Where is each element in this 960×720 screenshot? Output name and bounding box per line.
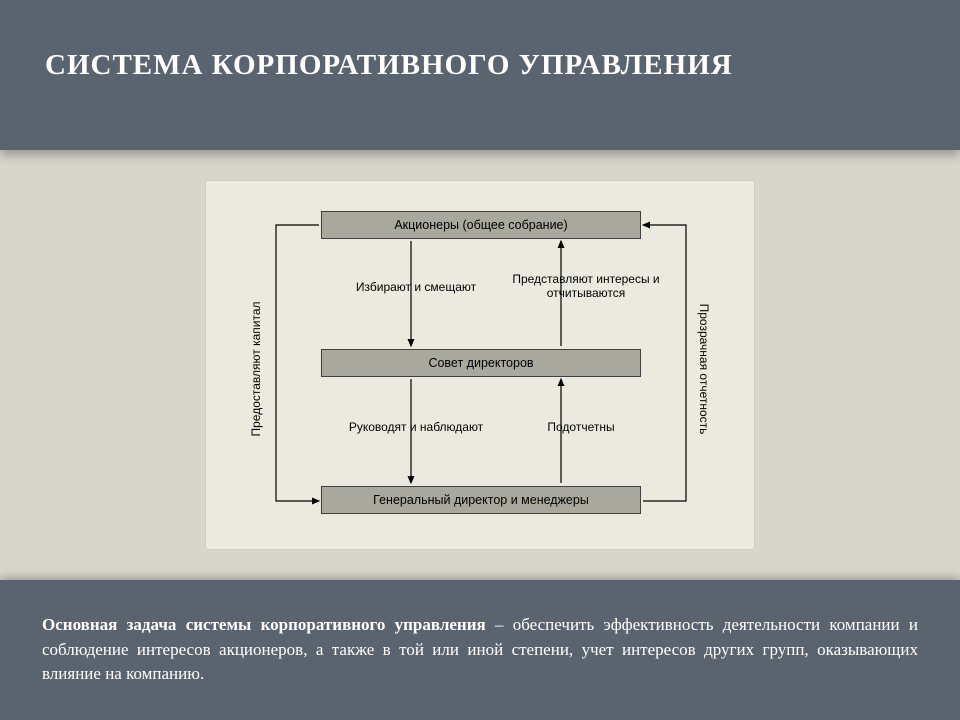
arrow-right-loop — [643, 225, 686, 501]
node-shareholders: Акционеры (общее собрание) — [321, 211, 641, 239]
label-manage: Руководят и наблюдают — [331, 421, 501, 435]
label-elect: Избирают и смещают — [336, 281, 496, 295]
node-ceo: Генеральный директор и менеджеры — [321, 486, 641, 514]
governance-diagram: Акционеры (общее собрание) Совет директор… — [205, 180, 755, 550]
footer-text: Основная задача системы корпоративного у… — [42, 613, 918, 687]
label-report1: Представляют интересы и отчитываются — [496, 273, 676, 301]
node-board: Совет директоров — [321, 349, 641, 377]
slide-main: Акционеры (общее собрание) Совет директор… — [0, 150, 960, 580]
slide-header: СИСТЕМА КОРПОРАТИВНОГО УПРАВЛЕНИЯ — [0, 0, 960, 150]
side-label-transparency: Прозрачная отчетность — [697, 304, 711, 435]
side-label-capital: Предоставляют капитал — [249, 301, 263, 436]
slide-title: СИСТЕМА КОРПОРАТИВНОГО УПРАВЛЕНИЯ — [45, 49, 733, 102]
arrow-left-loop — [276, 225, 319, 501]
label-report2: Подотчетны — [531, 421, 631, 435]
footer-lead: Основная задача системы корпоративного у… — [42, 615, 486, 634]
slide-footer: Основная задача системы корпоративного у… — [0, 580, 960, 720]
